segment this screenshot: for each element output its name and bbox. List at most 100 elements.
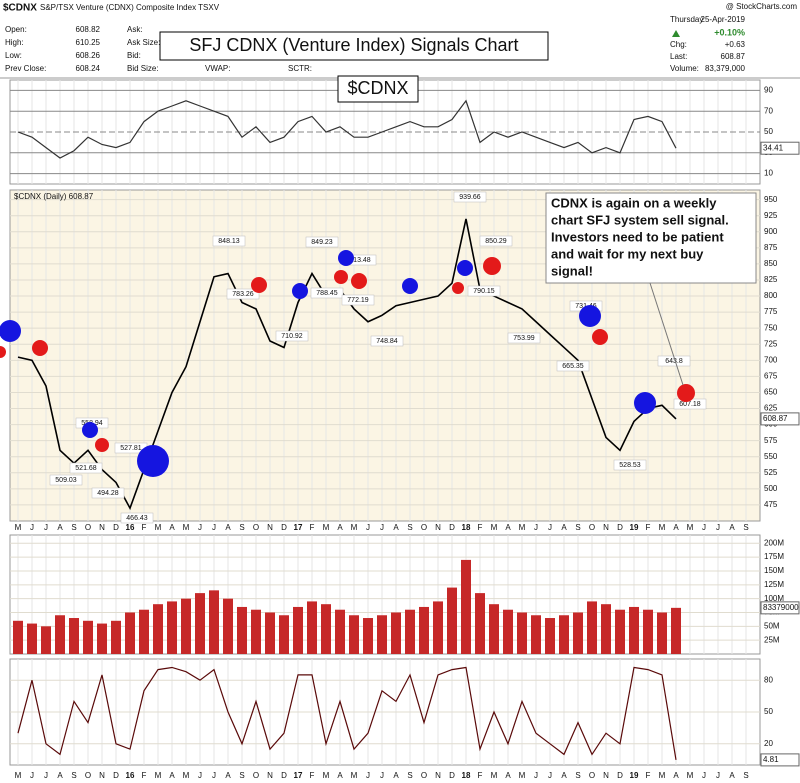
buy-signal [82,422,98,438]
price-label: 466.43 [126,515,148,522]
x-tick-label: A [505,771,511,780]
date: 25-Apr-2019 [701,15,746,24]
summary-value: 608.87 [721,52,746,61]
x-tick-label: A [225,771,231,780]
y-tick-label: 650 [764,388,778,397]
x-tick-label: J [548,523,552,532]
y-tick-label: 100M [764,594,784,603]
y-tick-label: 80 [764,675,773,684]
x-tick-label: F [310,523,315,532]
x-tick-label: N [99,771,105,780]
x-tick-label: A [169,771,175,780]
rsi-line [17,99,677,159]
x-tick-label: M [351,523,358,532]
price-label-box [69,462,103,474]
y-tick-label: 70 [764,106,773,115]
x-tick-label: F [142,771,147,780]
price-label: 527.81 [120,445,142,452]
x-tick-label: J [380,771,384,780]
volume-bar [335,609,345,654]
sell-signal [95,438,109,452]
volume-bar [447,587,457,654]
x-tick-label: S [239,523,244,532]
y-tick-label: 925 [764,211,778,220]
x-tick-label: N [267,523,273,532]
sell-signal [334,270,348,284]
x-tick-label: D [113,523,119,532]
price-label: 509.03 [55,477,77,484]
note-line: and wait for my next buy [551,246,704,261]
price-label-box [305,236,339,248]
last-value: 4.81 [763,755,779,764]
x-tick-label: S [407,771,412,780]
sell-signal [32,340,48,356]
volume-bar [251,609,261,654]
price-label-box [91,487,125,499]
summary-label: Chg: [670,40,687,49]
volume-bar [475,593,485,654]
x-tick-label: S [71,523,76,532]
x-tick-label: N [435,771,441,780]
y-tick-label: 175M [764,552,784,561]
y-tick-label: 90 [764,86,773,95]
x-tick-label: O [253,523,259,532]
y-tick-label: 950 [764,195,778,204]
credit: @ StockCharts.com [726,2,798,11]
price-label-box [49,474,83,486]
x-tick-label: S [743,771,748,780]
price-label: 521.68 [75,465,97,472]
volume-bar [349,615,359,654]
volume-bar [195,593,205,654]
book-label: Ask Size: [127,38,160,47]
price-label-box [212,235,246,247]
last-tag [760,412,800,426]
x-tick-label: D [449,771,455,780]
volume-bar [489,604,499,654]
x-tick-label: A [729,523,735,532]
x-tick-label: M [15,523,22,532]
x-tick-label: J [534,771,538,780]
y-tick-label: 20 [764,739,773,748]
volume-bar [153,604,163,654]
x-tick-label: J [548,771,552,780]
y-tick-label: 50 [764,127,773,136]
x-tick-label: F [310,771,315,780]
last-tag [760,753,800,767]
x-tick-label: J [380,523,384,532]
x-tick-label: F [646,523,651,532]
x-tick-label: D [113,771,119,780]
y-tick-label: 150M [764,566,784,575]
book-label: Bid Size: [127,64,159,73]
y-tick-label: 900 [764,227,778,236]
sell-signal [0,346,6,358]
price-label-box [613,459,647,471]
price-label: 783.26 [232,291,254,298]
x-tick-label: A [337,523,343,532]
y-tick-label: 850 [764,259,778,268]
x-tick-label: N [435,523,441,532]
x-tick-label: O [85,771,91,780]
x-tick-label: D [617,523,623,532]
x-tick-label: N [267,771,273,780]
volume-bar [265,612,275,654]
y-tick-label: 575 [764,436,778,445]
volume-bar [643,609,653,654]
x-tick-label: S [407,523,412,532]
x-tick-label: M [659,771,666,780]
x-tick-label: M [155,771,162,780]
sell-signal [251,277,267,293]
volume-bar [125,612,135,654]
sell-signal [592,329,608,345]
extra-label: SCTR: [288,64,312,73]
summary-label: Volume: [670,64,699,73]
x-tick-label: N [603,523,609,532]
x-tick-label: O [421,523,427,532]
y-tick-label: 675 [764,371,778,380]
note-line: CDNX is again on a weekly [551,195,717,210]
price-label-box [275,330,309,342]
stochastic-line [17,666,677,760]
price-label-box [310,287,344,299]
x-tick-label: M [687,771,694,780]
volume-bar [13,620,23,654]
x-tick-label: A [561,771,567,780]
